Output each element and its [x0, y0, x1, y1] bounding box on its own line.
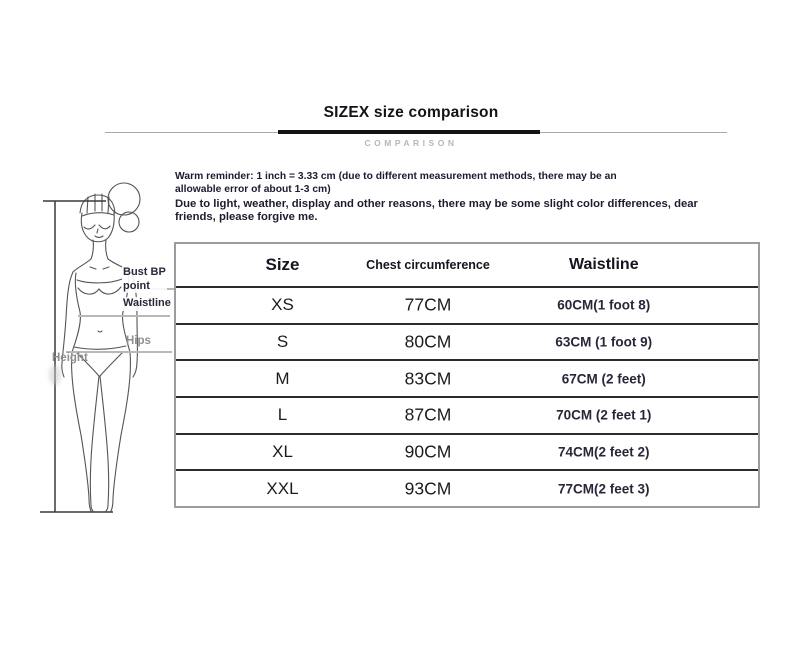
height-label: Height [52, 352, 88, 364]
bust-label-line2: point [123, 279, 150, 292]
table-row: XL 90CM 74CM(2 feet 2) [176, 432, 758, 470]
waist-value: 63CM (1 foot 9) [555, 334, 653, 350]
waist-value: 67CM (2 feet) [561, 371, 646, 387]
bust-label-line1: Bust BP [123, 266, 166, 278]
waist-value: 70CM (2 feet 1) [556, 407, 652, 423]
waist-value: 74CM(2 feet 2) [558, 444, 650, 460]
waist-value: 60CM(1 foot 8) [557, 297, 651, 313]
chest-value: 80CM [404, 331, 452, 352]
chest-value: 90CM [404, 441, 452, 462]
header-accent-bar [278, 130, 540, 134]
page-subtitle: COMPARISON [364, 138, 458, 148]
bust-label: Bust BP point [122, 266, 167, 293]
chest-value: 83CM [404, 368, 452, 389]
size-value: L [277, 405, 288, 425]
waist-value: 77CM(2 feet 3) [558, 481, 650, 497]
waistline-label: Waistline [122, 297, 172, 311]
column-header-waist: Waistline [568, 256, 639, 273]
table-row: M 83CM 67CM (2 feet) [176, 359, 758, 396]
chest-value: 93CM [404, 478, 452, 499]
size-value: XXL [266, 478, 299, 498]
table-row: S 80CM 63CM (1 foot 9) [176, 322, 758, 360]
size-value: XL [272, 442, 293, 462]
size-value: M [275, 368, 290, 388]
reminder-line-1: Warm reminder: 1 inch = 3.33 cm (due to … [175, 171, 617, 182]
chest-value: 77CM [404, 294, 452, 315]
hips-label: Hips [126, 335, 151, 347]
reminder-line-2: allowable error of about 1-3 cm) [175, 183, 331, 195]
table-row: XS 77CM 60CM(1 foot 8) [176, 286, 758, 323]
warm-reminder: Warm reminder: 1 inch = 3.33 cm (due to … [175, 171, 698, 224]
size-value: XS [271, 295, 294, 315]
table-row: XXL 93CM 77CM(2 feet 3) [176, 469, 758, 506]
table-row: L 87CM 70CM (2 feet 1) [176, 396, 758, 433]
reminder-line-4: friends, please forgive me. [175, 210, 318, 223]
size-comparison-table: Size Chest circumference Waistline XS 77… [174, 242, 760, 508]
woman-sketch [61, 182, 141, 512]
table-header-row: Size Chest circumference Waistline [176, 244, 758, 286]
column-header-chest: Chest circumference [366, 258, 490, 272]
column-header-size: Size [265, 255, 300, 274]
height-measure-lines [40, 200, 113, 513]
chest-value: 87CM [404, 404, 452, 425]
page-title: SIZEX size comparison [323, 104, 499, 121]
size-value: S [276, 332, 289, 351]
reminder-line-3: Due to light, weather, display and other… [175, 198, 698, 210]
